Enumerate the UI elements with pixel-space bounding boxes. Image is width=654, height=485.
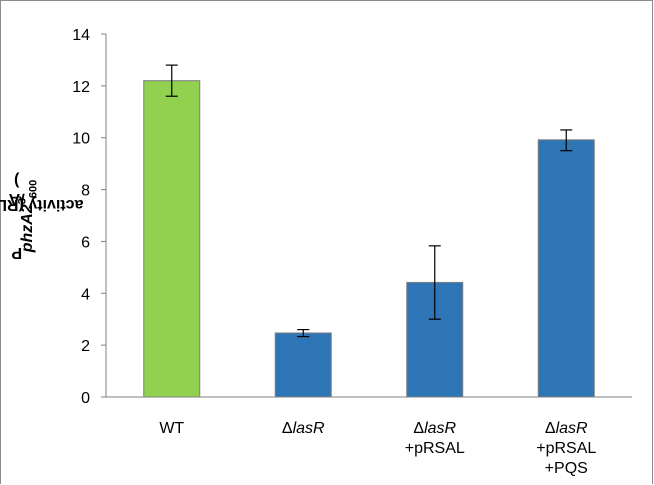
x-tick-label: WT [159,419,184,439]
label-text: Δ [413,420,425,437]
y-tick-label: 10 [72,131,90,148]
x-tick-label-line: +pRSAL [405,439,465,459]
x-tick-label-line: WT [159,419,184,439]
y-tick-label: 12 [72,79,90,96]
bar [143,80,201,398]
x-tick-label: ΔlasR +pRSAL [405,419,465,459]
y-label-text: /A [8,190,25,208]
x-tick-label-line: ΔlasR [282,419,325,439]
x-tick-label-line: ΔlasR [536,419,596,439]
label-gene: lasR [424,420,457,437]
bar [274,332,332,398]
label-text: +pRSAL [536,440,597,457]
label-text: +pRSAL [404,440,465,457]
label-text: +PQS [544,460,588,477]
y-tick-label: 2 [81,338,90,355]
y-label-prefix: P [11,244,23,262]
x-tick-label-line: ΔlasR [405,419,465,439]
x-tick-label-line: +pRSAL [536,439,596,459]
x-tick-label: ΔlasR [282,419,325,439]
label-text: Δ [281,420,293,437]
x-tick-label: ΔlasR +pRSAL +PQS [536,419,596,479]
x-tick-label-line: +PQS [536,459,596,479]
bar [537,139,595,398]
y-tick-label: 0 [81,390,90,407]
y-tick-label: 4 [81,286,90,303]
label-gene: lasR [555,420,588,437]
y-tick-label: 14 [72,27,90,44]
label-text: Δ [544,420,556,437]
label-gene: lasR [292,420,325,437]
y-label-text: ) [14,171,20,189]
y-tick-label: 6 [81,234,90,251]
y-tick-label: 8 [81,183,90,200]
label-text: WT [159,420,185,437]
